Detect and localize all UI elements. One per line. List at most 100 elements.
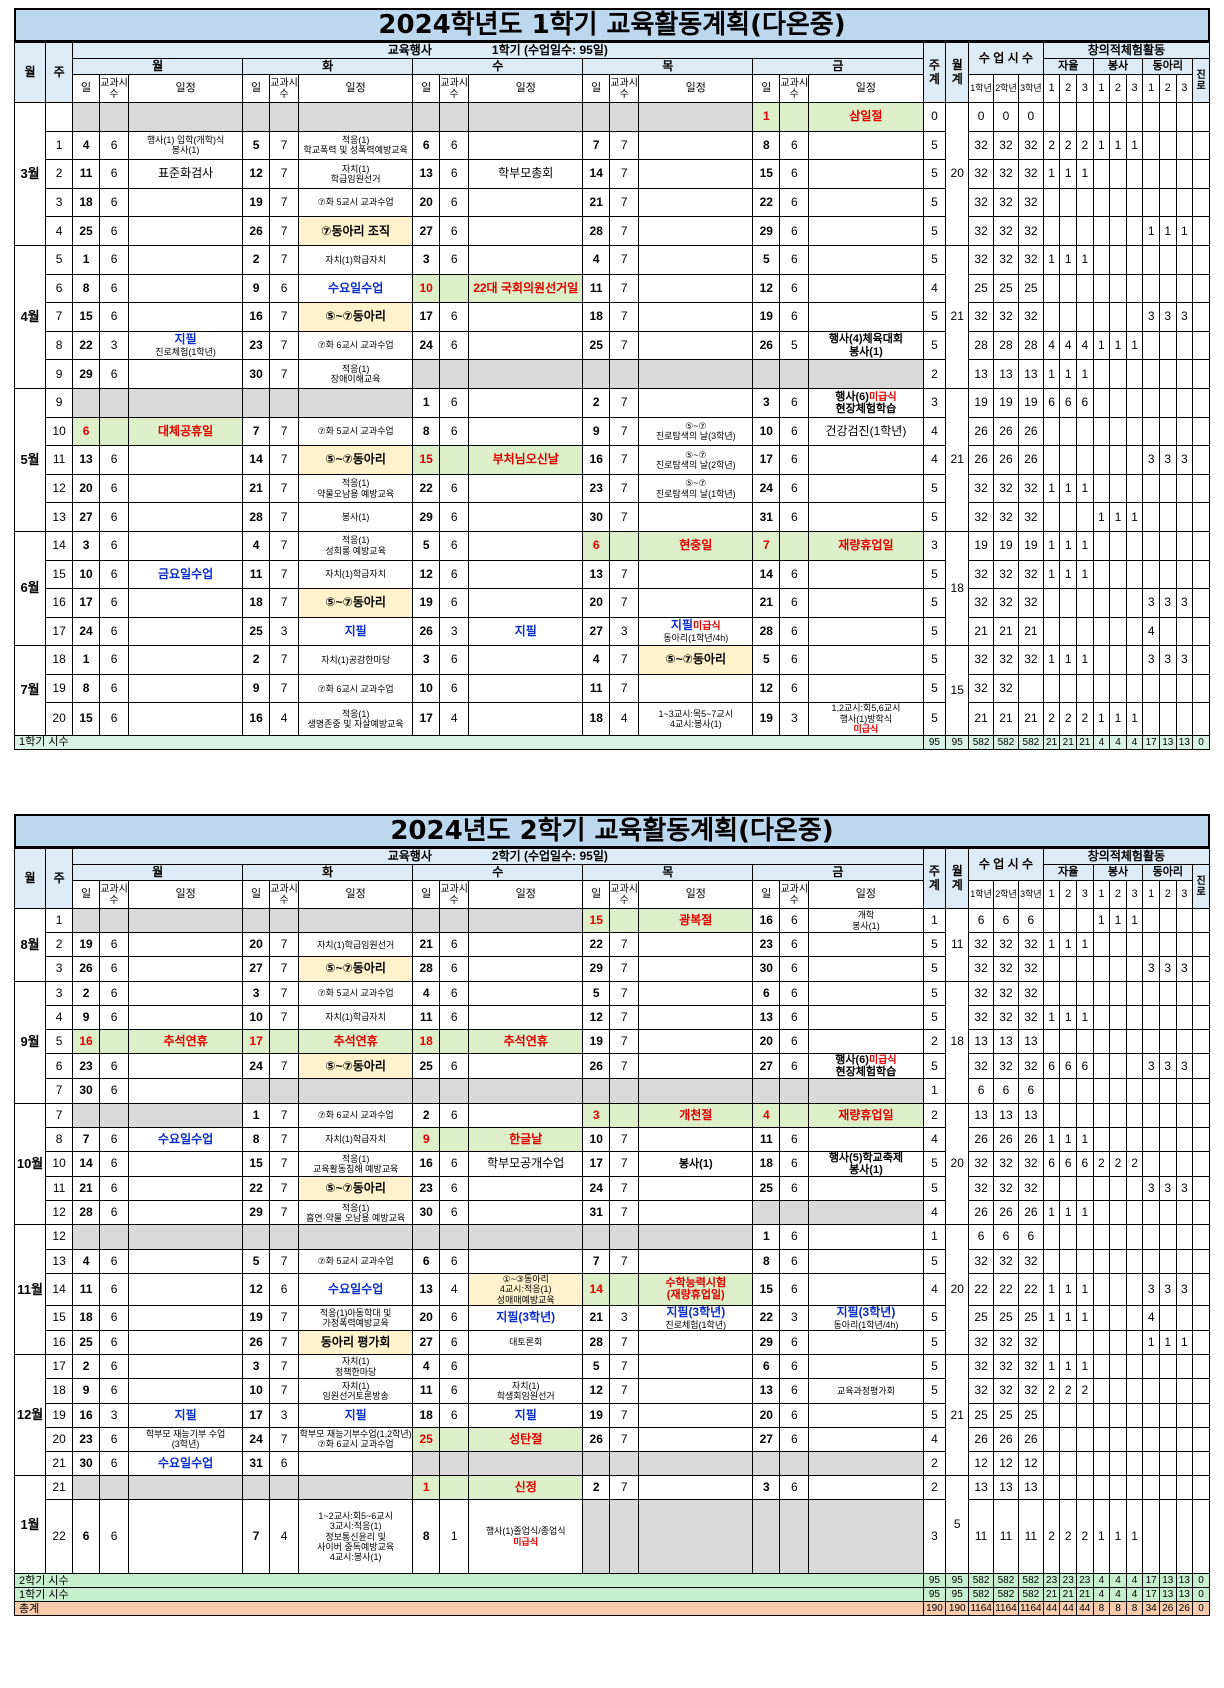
schedule-cell — [638, 1004, 754, 1030]
creative-activity-hours — [1109, 1272, 1127, 1306]
creative-activity-hours: 3 — [1142, 645, 1160, 675]
class-hours-grade: 32 — [993, 980, 1019, 1006]
class-hours-grade: 6 — [1017, 1224, 1044, 1250]
creative-activity-hours — [1142, 1426, 1160, 1452]
schedule-cell — [128, 302, 244, 332]
class-hours-grade: 21 — [993, 702, 1019, 736]
date-cell: 12 — [582, 1004, 611, 1030]
week-row: 8월 1 15 광복절 16 6 개학 봉사(1) 1 11 6 6 6 1 1 1 — [13, 907, 1210, 982]
hours-cell: 6 — [99, 1329, 130, 1356]
creative-activity-hours — [1175, 359, 1194, 389]
class-hours-grade: 26 — [968, 1126, 995, 1152]
class-hours-grade: 32 — [993, 559, 1019, 590]
schedule-cell — [808, 1402, 924, 1428]
schedule-cell: ⑦화 6교시 교과수업 — [298, 673, 414, 704]
class-hours-grade: 32 — [968, 980, 995, 1006]
class-hours-grade: 32 — [1017, 1176, 1044, 1202]
date-cell: 16 — [242, 302, 271, 332]
date-cell — [752, 1499, 781, 1575]
creative-activity-hours — [1092, 302, 1111, 332]
date-cell: 27 — [242, 956, 271, 982]
week-row: 2 19 6 20 7 자치(1)학급임원선거 21 6 22 7 23 6 5 32 32 32 1 1 1 — [15, 932, 1210, 958]
schedule-cell — [808, 1450, 924, 1477]
schedule-cell — [128, 502, 244, 532]
hours-cell: 6 — [779, 559, 810, 590]
creative-activity-hours — [1158, 159, 1177, 189]
date-cell: 8 — [752, 130, 781, 161]
date-cell: 26 — [582, 1426, 611, 1452]
total-row: 1학기 시수 95 95 582 582 582 21 21 21 4 4 4 17 13 13 0 — [14, 734, 1210, 750]
creative-activity-hours: 3 — [1158, 1053, 1177, 1080]
week-row: 12 20 6 21 7 적응(1) 약물오남용 예방교육 22 6 23 7 ⑤~⑦ 진로탐색의 날(… — [15, 473, 1210, 504]
date-cell: 15 — [582, 907, 611, 934]
creative-activity-hours — [1192, 330, 1210, 361]
hours-cell — [609, 907, 640, 934]
schedule-cell: ⑦화 5교시 교과수업 — [298, 187, 414, 218]
schedule-cell — [638, 244, 754, 275]
creative-activity-hours: 1 — [1059, 1126, 1077, 1152]
week-row: 5 16 추석연휴 17 추석연휴 18 추석연휴 19 7 20 6 2 13 13 13 — [15, 1028, 1210, 1055]
creative-activity-hours: 1 — [1076, 1304, 1094, 1331]
week-row: 13 4 6 5 7 ⑦화 5교시 교과수업 6 6 7 7 8 6 5 32 32 32 — [15, 1248, 1210, 1274]
week-row: 10월 7 1 7 ⑦화 6교시 교과수업 2 6 3 개천절 4 재량휴업일 2 20 13 13 13 — [13, 1102, 1210, 1226]
total-value: 26 — [1158, 1601, 1177, 1617]
schedule-cell — [638, 102, 754, 132]
date-cell — [752, 1078, 781, 1104]
date-cell: 20 — [752, 1028, 781, 1055]
creative-activity-hours — [1109, 1028, 1127, 1055]
creative-activity-hours: 1 — [1042, 1304, 1061, 1331]
hours-cell: 6 — [99, 588, 130, 618]
creative-activity-hours — [1158, 932, 1177, 958]
schedule-cell — [468, 416, 584, 447]
date-cell: 19 — [242, 1304, 271, 1331]
creative-activity-hours: 1 — [1142, 1329, 1160, 1356]
week-row: 21 30 6 수요일수업 31 6 2 12 12 12 — [15, 1450, 1210, 1477]
creative-activity-hours — [1192, 1450, 1210, 1477]
month-sum: 5 — [945, 1475, 970, 1575]
hours-cell: 6 — [779, 588, 810, 618]
week-sum: 5 — [922, 1304, 947, 1331]
week-sum: 5 — [922, 216, 947, 246]
grade-header-g3: 3학년 — [1017, 880, 1044, 909]
date-cell: 16 — [242, 702, 271, 736]
creative-activity-hours — [1192, 273, 1210, 304]
creative-activity-hours: 1 — [1059, 932, 1077, 958]
hours-cell — [609, 1450, 640, 1477]
date-cell: 21 — [242, 473, 271, 504]
hours-cell — [779, 1200, 810, 1226]
class-hours-grade: 6 — [968, 907, 995, 934]
creative-activity-hours — [1125, 980, 1144, 1006]
week-number: 16 — [45, 588, 74, 618]
total-value: 44 — [1059, 1601, 1077, 1617]
total-value: 21 — [1059, 734, 1077, 750]
schedule-cell — [468, 702, 584, 736]
week-sum: 5 — [922, 616, 947, 647]
schedule-cell — [638, 673, 754, 704]
hours-cell: 7 — [269, 130, 300, 161]
schedule-cell — [468, 187, 584, 218]
class-hours-grade: 21 — [993, 616, 1019, 647]
week-number: 3 — [45, 187, 74, 218]
hours-cell: 3 — [269, 616, 300, 647]
month-sum: 20 — [945, 1224, 970, 1356]
class-hours-grade: 26 — [1017, 1126, 1044, 1152]
schedule-cell — [128, 1053, 244, 1080]
hours-cell: 1 — [439, 1499, 470, 1575]
schedule-cell: 학부모 재능기부수업(1,2학년) ⑦화 6교시 교과수업 — [298, 1426, 414, 1452]
creative-activity-hours — [1125, 187, 1144, 218]
date-cell: 16 — [582, 445, 611, 475]
week-sum: 5 — [922, 1004, 947, 1030]
hours-cell: 6 — [439, 1004, 470, 1030]
class-hours-grade: 12 — [1017, 1450, 1044, 1477]
creative-activity-hours — [1142, 559, 1160, 590]
hours-cell: 6 — [779, 645, 810, 675]
creative-activity-hours — [1076, 187, 1094, 218]
total-value: 4 — [1125, 1587, 1144, 1603]
class-hours-grade: 21 — [1017, 616, 1044, 647]
schedule-cell — [468, 530, 584, 561]
date-cell: 6 — [582, 530, 611, 561]
creative-activity-hours: 3 — [1175, 956, 1194, 982]
week-sum: 5 — [922, 702, 947, 736]
date-cell: 7 — [242, 1499, 271, 1575]
schedule-cell: 적응(1) 장애이해교육 — [298, 359, 414, 389]
